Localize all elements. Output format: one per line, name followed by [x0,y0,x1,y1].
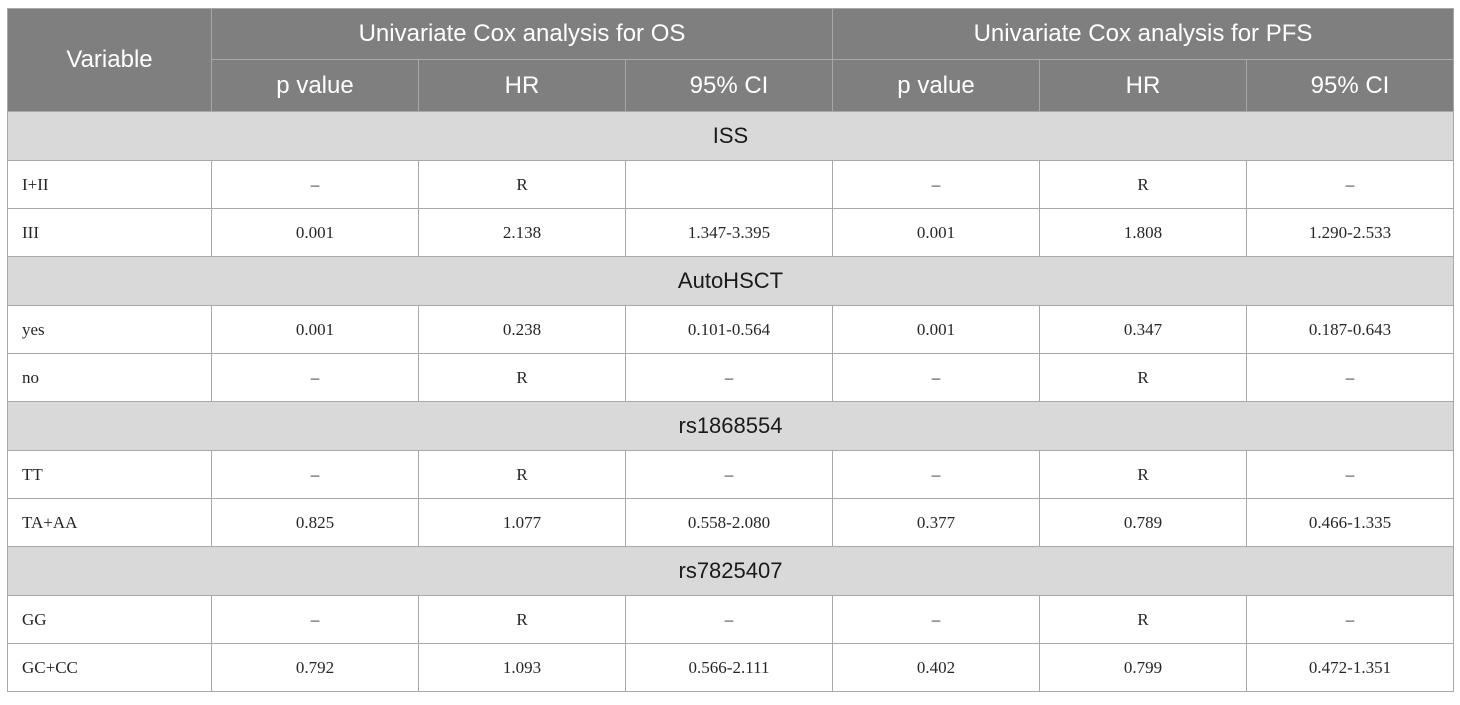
section-row: ISS [7,111,1454,161]
pfs-hr-cell: R [1039,160,1247,209]
os-ci-cell: 0.101-0.564 [625,305,833,354]
pfs-group-header: Univariate Cox analysis for PFS [832,8,1454,60]
table-row: TA+AA 0.825 1.077 0.558-2.080 0.377 0.789 0.46… [7,498,1454,547]
pfs-hr-cell: 0.347 [1039,305,1247,354]
section-row: AutoHSCT [7,256,1454,306]
os-ci-cell: – [625,595,833,644]
pfs-ci-cell: 1.290-2.533 [1246,208,1454,257]
pfs-p-value-cell: 0.377 [832,498,1040,547]
variable-label-cell: TT [7,450,212,499]
os-p-value-cell: 0.001 [211,305,419,354]
variable-label-cell: no [7,353,212,402]
pfs-ci-cell: – [1246,450,1454,499]
pfs-ci-header: 95% CI [1246,59,1454,112]
pfs-hr-cell: R [1039,595,1247,644]
os-ci-cell: 1.347-3.395 [625,208,833,257]
section-title: ISS [7,111,1454,161]
os-p-value-cell: 0.792 [211,643,419,692]
os-hr-cell: R [418,160,626,209]
table-row: TT – R – – R – [7,450,1454,499]
cox-analysis-table: Variable Univariate Cox analysis for OS … [7,8,1454,692]
variable-label-cell: III [7,208,212,257]
variable-label-cell: TA+AA [7,498,212,547]
pfs-ci-cell: 0.472-1.351 [1246,643,1454,692]
os-hr-cell: R [418,353,626,402]
os-hr-cell: 1.093 [418,643,626,692]
os-p-value-cell: – [211,450,419,499]
pfs-ci-cell: – [1246,160,1454,209]
os-hr-cell: R [418,450,626,499]
os-ci-header: 95% CI [625,59,833,112]
pfs-hr-cell: 0.799 [1039,643,1247,692]
section-row: rs1868554 [7,401,1454,451]
os-p-value-cell: – [211,353,419,402]
section-row: rs7825407 [7,546,1454,596]
pfs-hr-cell: 0.789 [1039,498,1247,547]
variable-label-cell: GC+CC [7,643,212,692]
pfs-p-value-cell: 0.001 [832,208,1040,257]
pfs-hr-header: HR [1039,59,1247,112]
os-p-value-cell: 0.825 [211,498,419,547]
os-hr-cell: R [418,595,626,644]
table-row: no – R – – R – [7,353,1454,402]
pfs-p-value-cell: 0.001 [832,305,1040,354]
pfs-ci-cell: – [1246,353,1454,402]
pfs-p-value-cell: – [832,160,1040,209]
pfs-p-value-cell: – [832,450,1040,499]
os-p-value-header: p value [211,59,419,112]
variable-label-cell: I+II [7,160,212,209]
pfs-hr-cell: R [1039,450,1247,499]
os-p-value-cell: 0.001 [211,208,419,257]
os-ci-cell: – [625,450,833,499]
pfs-p-value-cell: 0.402 [832,643,1040,692]
os-hr-cell: 2.138 [418,208,626,257]
os-hr-header: HR [418,59,626,112]
header-row-groups: Variable Univariate Cox analysis for OS … [7,8,1454,112]
os-hr-cell: 1.077 [418,498,626,547]
os-p-value-cell: – [211,160,419,209]
table-row: I+II – R – R – [7,160,1454,209]
variable-label-cell: GG [7,595,212,644]
table-body: ISS I+II – R – R – III 0.001 2.138 1.347-3.395 0.00… [7,111,1454,692]
table-row: yes 0.001 0.238 0.101-0.564 0.001 0.347 0.187-… [7,305,1454,354]
os-hr-cell: 0.238 [418,305,626,354]
pfs-p-value-cell: – [832,595,1040,644]
table-row: GC+CC 0.792 1.093 0.566-2.111 0.402 0.799 0.47… [7,643,1454,692]
section-title: rs1868554 [7,401,1454,451]
section-title: AutoHSCT [7,256,1454,306]
pfs-p-value-cell: – [832,353,1040,402]
os-p-value-cell: – [211,595,419,644]
os-ci-cell: – [625,353,833,402]
variable-header: Variable [7,8,212,112]
pfs-p-value-header: p value [832,59,1040,112]
header-row-columns: p value HR 95% CI p value HR 95% CI [8,59,1454,112]
table-row: GG – R – – R – [7,595,1454,644]
pfs-hr-cell: 1.808 [1039,208,1247,257]
os-ci-cell: 0.566-2.111 [625,643,833,692]
os-ci-cell [625,160,833,209]
os-group-header: Univariate Cox analysis for OS [211,8,833,60]
pfs-ci-cell: 0.466-1.335 [1246,498,1454,547]
pfs-hr-cell: R [1039,353,1247,402]
os-ci-cell: 0.558-2.080 [625,498,833,547]
section-title: rs7825407 [7,546,1454,596]
table-row: III 0.001 2.138 1.347-3.395 0.001 1.808 1.290-… [7,208,1454,257]
variable-label-cell: yes [7,305,212,354]
pfs-ci-cell: – [1246,595,1454,644]
pfs-ci-cell: 0.187-0.643 [1246,305,1454,354]
table-header: Variable Univariate Cox analysis for OS … [7,8,1454,112]
